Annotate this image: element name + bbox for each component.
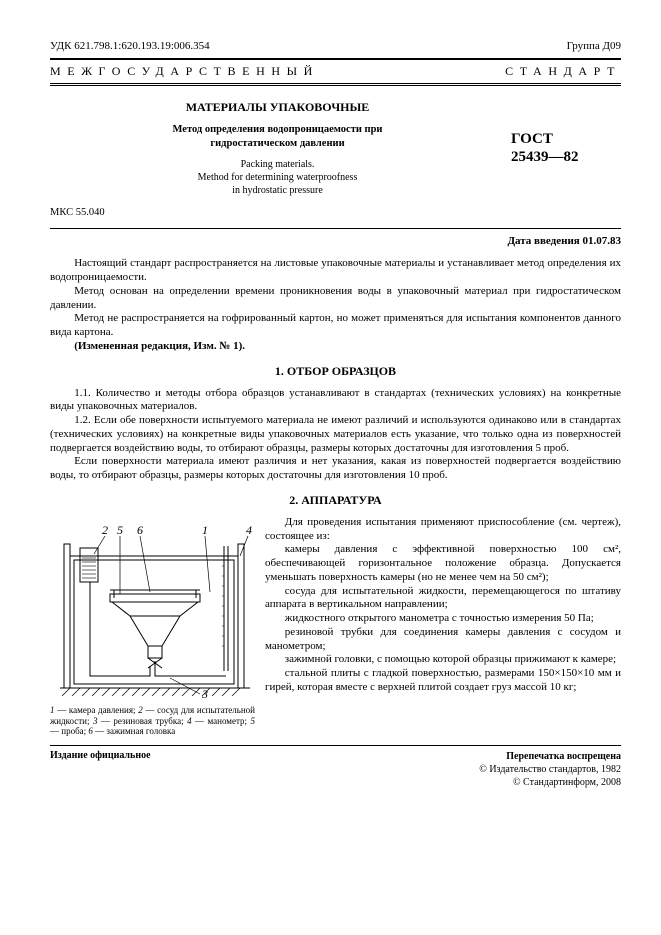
sec1-p1: 1.1. Количество и методы отбора образцов… (50, 387, 621, 415)
intro-p3: Метод не распространяется на гофрированн… (50, 312, 621, 340)
doc-subtitle: Метод определения водопроницаемости при … (50, 123, 505, 150)
footer: Издание официальное Перепечатка воспреще… (50, 745, 621, 789)
header-block: МАТЕРИАЛЫ УПАКОВОЧНЫЕ Метод определения … (50, 100, 621, 203)
section1-title: 1. ОТБОР ОБРАЗЦОВ (50, 364, 621, 379)
sec2-p5: резиновой трубки для соединения камеры д… (265, 626, 621, 654)
gost-number: 25439—82 (511, 148, 621, 166)
banner-left: МЕЖГОСУДАРСТВЕННЫЙ (50, 64, 319, 79)
subtitle-line2: гидростатическом давлении (210, 138, 344, 149)
sec1-p3: Если поверхности материала имеют различи… (50, 455, 621, 483)
banner-right: СТАНДАРТ (505, 64, 621, 79)
footer-left: Издание официальное (50, 750, 151, 789)
doc-title: МАТЕРИАЛЫ УПАКОВОЧНЫЕ (50, 100, 505, 115)
sec2-p4: жидкостного открытого манометра с точнос… (265, 612, 621, 626)
intro-p4: (Измененная редакция, Изм. № 1). (50, 340, 621, 354)
eng-line1: Packing materials. (241, 159, 315, 170)
intro-p4-bold: (Измененная редакция, Изм. № 1). (74, 340, 245, 352)
fig-label-5: 5 (117, 523, 123, 537)
section2-body: Для проведения испытания применяют присп… (265, 516, 621, 737)
fig-label-6: 6 (137, 523, 143, 537)
apparatus-diagram: 2 5 6 1 4 3 (50, 516, 255, 701)
sec2-p7: стальной плиты с гладкой поверхностью, р… (265, 667, 621, 695)
sec1-p2: 1.2. Если обе поверхности испытуемого ма… (50, 414, 621, 455)
thin-rule (50, 85, 621, 86)
footer-left-text: Издание официальное (50, 750, 151, 761)
rule (50, 228, 621, 229)
footer-r2: © Издательство стандартов, 1982 (479, 764, 621, 775)
fig-label-3: 3 (201, 687, 208, 701)
sec2-p1: Для проведения испытания применяют присп… (265, 516, 621, 544)
figure-caption: 1 — камера давления; 2 — сосуд для испыт… (50, 705, 255, 737)
section2-title: 2. АППАРАТУРА (50, 493, 621, 508)
intro-p2: Метод основан на определении времени про… (50, 285, 621, 313)
figure-column: 2 5 6 1 4 3 1 — камера давления; 2 — сос… (50, 516, 255, 737)
group-code: Группа Д09 (567, 40, 621, 52)
footer-r1: Перепечатка воспрещена (506, 751, 621, 762)
sec2-p3: сосуда для испытательной жидкости, перем… (265, 585, 621, 613)
sec2-p2: камеры давления с эффективной поверхност… (265, 543, 621, 584)
fig-label-1: 1 (202, 523, 208, 537)
figure-row: 2 5 6 1 4 3 1 — камера давления; 2 — сос… (50, 516, 621, 737)
subtitle-line1: Метод определения водопроницаемости при (173, 124, 383, 135)
intro-text: Настоящий стандарт распространяется на л… (50, 257, 621, 353)
intro-p1: Настоящий стандарт распространяется на л… (50, 257, 621, 285)
udk-code: УДК 621.798.1:620.193.19:006.354 (50, 40, 210, 52)
mks-code: МКС 55.040 (50, 207, 621, 218)
page: УДК 621.798.1:620.193.19:006.354 Группа … (0, 0, 661, 819)
header-right: ГОСТ 25439—82 (505, 100, 621, 203)
eng-line2: Method for determining waterproofness (198, 172, 358, 183)
footer-right: Перепечатка воспрещена © Издательство ст… (479, 750, 621, 789)
fig-label-4: 4 (246, 523, 252, 537)
banner: МЕЖГОСУДАРСТВЕННЫЙ СТАНДАРТ (50, 58, 621, 84)
gost-label: ГОСТ (511, 130, 621, 148)
top-row: УДК 621.798.1:620.193.19:006.354 Группа … (50, 40, 621, 52)
fig-label-2: 2 (102, 523, 108, 537)
header-center: МАТЕРИАЛЫ УПАКОВОЧНЫЕ Метод определения … (50, 100, 505, 203)
eng-block: Packing materials. Method for determinin… (50, 158, 505, 197)
date-intro: Дата введения 01.07.83 (50, 235, 621, 247)
section1-body: 1.1. Количество и методы отбора образцов… (50, 387, 621, 483)
footer-r3: © Стандартинформ, 2008 (513, 777, 621, 788)
eng-line3: in hydrostatic pressure (232, 185, 323, 196)
sec2-p6: зажимной головки, с помощью которой обра… (265, 653, 621, 667)
